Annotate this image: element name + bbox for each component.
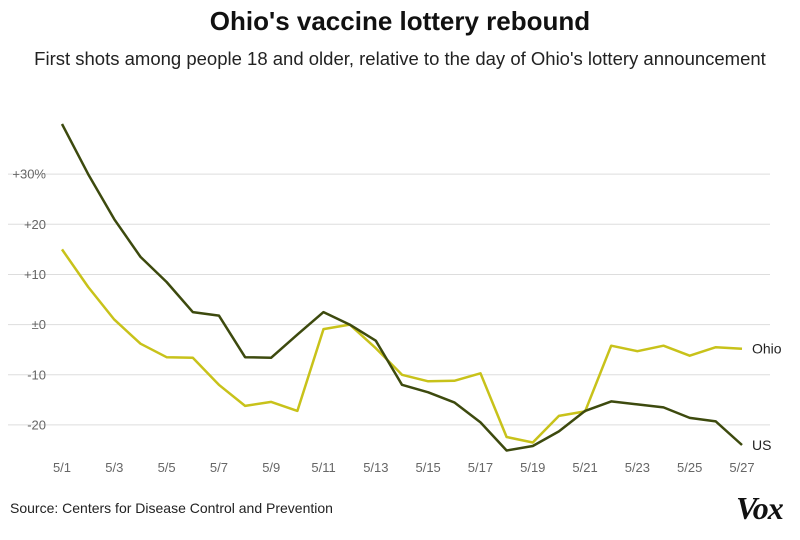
x-tick-label: 5/23 bbox=[625, 460, 650, 475]
chart-subtitle: First shots among people 18 and older, r… bbox=[34, 48, 766, 69]
y-tick-label: +20 bbox=[24, 217, 46, 232]
y-tick-label: -10 bbox=[27, 367, 46, 382]
x-tick-label: 5/3 bbox=[105, 460, 123, 475]
x-tick-label: 5/21 bbox=[572, 460, 597, 475]
chart-title: Ohio's vaccine lottery rebound bbox=[209, 6, 591, 36]
x-tick-label: 5/9 bbox=[262, 460, 280, 475]
series-line-us bbox=[60, 123, 743, 452]
x-axis-ticks: 5/1 5/3 5/5 5/7 5/9 5/11 5/13 5/15 5/17 5/19 5/21 5… bbox=[53, 460, 755, 475]
y-axis-ticks: +30% +20 +10 ±0 -10 -20 bbox=[12, 167, 46, 433]
y-tick-label: +30% bbox=[12, 167, 46, 182]
y-tick-label: -20 bbox=[27, 417, 46, 432]
series-label-ohio: Ohio bbox=[752, 341, 782, 357]
source-note: Source: Centers for Disease Control and … bbox=[10, 500, 333, 516]
series-label-us: US bbox=[752, 437, 771, 453]
y-tick-label: +10 bbox=[24, 267, 46, 282]
series-line-ohio bbox=[60, 248, 743, 444]
x-tick-label: 5/15 bbox=[415, 460, 440, 475]
grid-lines bbox=[8, 173, 770, 426]
x-tick-label: 5/19 bbox=[520, 460, 545, 475]
x-tick-label: 5/7 bbox=[210, 460, 228, 475]
line-chart: +30%+20+10±0-10-20 5/1 5/3 5/5 5/7 5/9 5/11 5/… bbox=[8, 123, 782, 475]
series-lines bbox=[60, 123, 743, 452]
x-tick-label: 5/13 bbox=[363, 460, 388, 475]
vox-logo: Vox bbox=[736, 490, 784, 526]
x-tick-label: 5/5 bbox=[158, 460, 176, 475]
y-tick-label: ±0 bbox=[32, 317, 46, 332]
series-labels: Ohio US bbox=[752, 341, 782, 453]
x-tick-label: 5/1 bbox=[53, 460, 71, 475]
x-tick-label: 5/27 bbox=[729, 460, 754, 475]
x-tick-label: 5/11 bbox=[311, 460, 335, 475]
x-tick-label: 5/25 bbox=[677, 460, 702, 475]
x-tick-label: 5/17 bbox=[468, 460, 493, 475]
